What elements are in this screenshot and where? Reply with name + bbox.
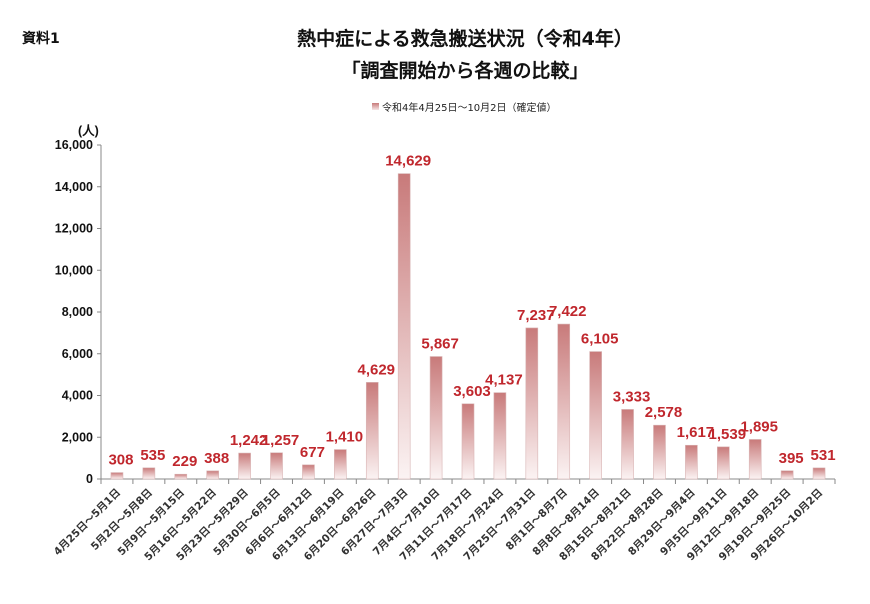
legend: 令和4年4月25日～10月2日（確定値）: [372, 99, 557, 114]
data-label: 1,257: [262, 432, 300, 449]
bar: [302, 464, 315, 480]
y-tick-label: 6,000: [62, 347, 93, 361]
document-label: 資料1: [22, 31, 60, 47]
bar: [270, 452, 283, 480]
chart-title: 熱中症による救急搬送状況（令和4年）: [297, 28, 633, 50]
data-label: 3,333: [613, 388, 651, 405]
y-tick-label: 12,000: [55, 222, 93, 236]
data-label: 7,422: [549, 303, 587, 320]
bar: [748, 439, 762, 480]
data-label: 1,895: [740, 418, 778, 435]
data-label: 395: [779, 450, 804, 467]
bar: [238, 452, 251, 480]
data-label: 229: [172, 453, 197, 470]
bar: [685, 444, 698, 480]
bar: [397, 173, 411, 480]
y-axis-unit: (人): [78, 123, 99, 138]
y-tick-label: 4,000: [62, 389, 93, 403]
data-label: 5,867: [421, 336, 459, 353]
bar: [780, 470, 794, 480]
y-tick-label: 14,000: [55, 180, 93, 194]
y-tick-label: 10,000: [55, 263, 93, 277]
data-label: 6,105: [581, 331, 619, 348]
data-label: 1,539: [709, 426, 747, 443]
legend-label: 令和4年4月25日～10月2日（確定値）: [382, 103, 557, 114]
data-label: 308: [108, 452, 133, 469]
bar: [621, 409, 634, 480]
data-label: 1,410: [326, 429, 364, 446]
chart-subtitle: 「調査開始から各週の比較」: [341, 60, 589, 82]
data-label: 3,603: [453, 383, 491, 400]
bar: [653, 424, 666, 480]
bar: [429, 356, 443, 480]
bar: [174, 473, 188, 480]
bar: [334, 449, 347, 480]
bar: [717, 446, 730, 480]
data-label: 7,237: [517, 307, 555, 324]
data-label: 2,578: [645, 404, 683, 421]
y-tick-label: 16,000: [55, 138, 93, 152]
bar: [206, 470, 219, 480]
data-label: 1,242: [230, 432, 268, 449]
bar: [365, 382, 379, 480]
data-label: 531: [811, 447, 836, 464]
legend-swatch: [372, 103, 379, 110]
data-label: 4,137: [485, 372, 523, 389]
data-label: 677: [300, 444, 325, 461]
bar: [461, 403, 475, 480]
bar: [142, 467, 156, 480]
data-label: 388: [204, 450, 229, 467]
data-label: 1,617: [677, 424, 715, 441]
data-label: 4,629: [357, 361, 395, 378]
bar: [493, 392, 507, 480]
bar: [525, 327, 539, 480]
data-label: 535: [140, 447, 165, 464]
bar: [110, 472, 124, 480]
data-label: 14,629: [385, 153, 431, 170]
y-tick-label: 8,000: [62, 305, 93, 319]
bar: [812, 467, 826, 480]
y-tick-label: 0: [86, 472, 93, 486]
bar: [557, 323, 571, 480]
bar: [589, 351, 602, 480]
y-tick-label: 2,000: [62, 430, 93, 444]
